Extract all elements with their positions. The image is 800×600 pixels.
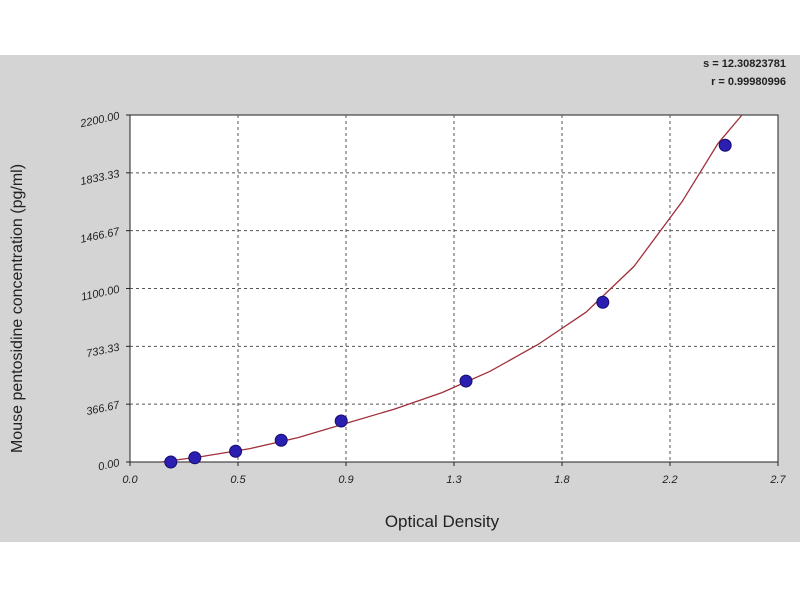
data-point	[718, 138, 732, 152]
x-tick-label: 1.8	[554, 474, 570, 486]
data-point	[164, 455, 178, 469]
x-tick-label: 0.0	[122, 474, 138, 486]
data-point	[596, 295, 610, 309]
y-tick-label: 0.00	[97, 457, 121, 473]
x-tick-label: 0.9	[338, 474, 353, 486]
fit-s-value: s = 12.30823781	[703, 58, 786, 70]
y-tick-label: 1100.00	[80, 284, 121, 304]
x-tick-label: 1.3	[446, 474, 462, 486]
y-tick-label: 2200.00	[78, 110, 121, 130]
y-axis-label: Mouse pentosidine concentration (pg/ml)	[9, 164, 26, 453]
chart-panel: s = 12.30823781 r = 0.99980996 0.0 0.5 0.9…	[0, 55, 800, 542]
y-tick-label: 1833.33	[79, 168, 121, 188]
data-point	[274, 433, 288, 447]
data-point	[459, 374, 473, 388]
y-tick-label: 1466.67	[79, 226, 121, 246]
x-tick-label: 2.2	[661, 474, 677, 486]
x-tick-label: 0.5	[230, 474, 246, 486]
data-point	[334, 414, 348, 428]
data-point	[188, 451, 202, 465]
y-tick-label: 733.33	[85, 341, 121, 360]
x-axis-label: Optical Density	[385, 512, 500, 531]
x-tick-label: 2.7	[769, 474, 786, 486]
data-point	[229, 444, 243, 458]
y-tick-label: 366.67	[85, 399, 121, 418]
fit-r-value: r = 0.99980996	[711, 76, 786, 88]
chart-svg: 0.0 0.5 0.9 1.3 1.8 2.2 2.7 0.00 366.67 733.33 110…	[9, 110, 787, 531]
